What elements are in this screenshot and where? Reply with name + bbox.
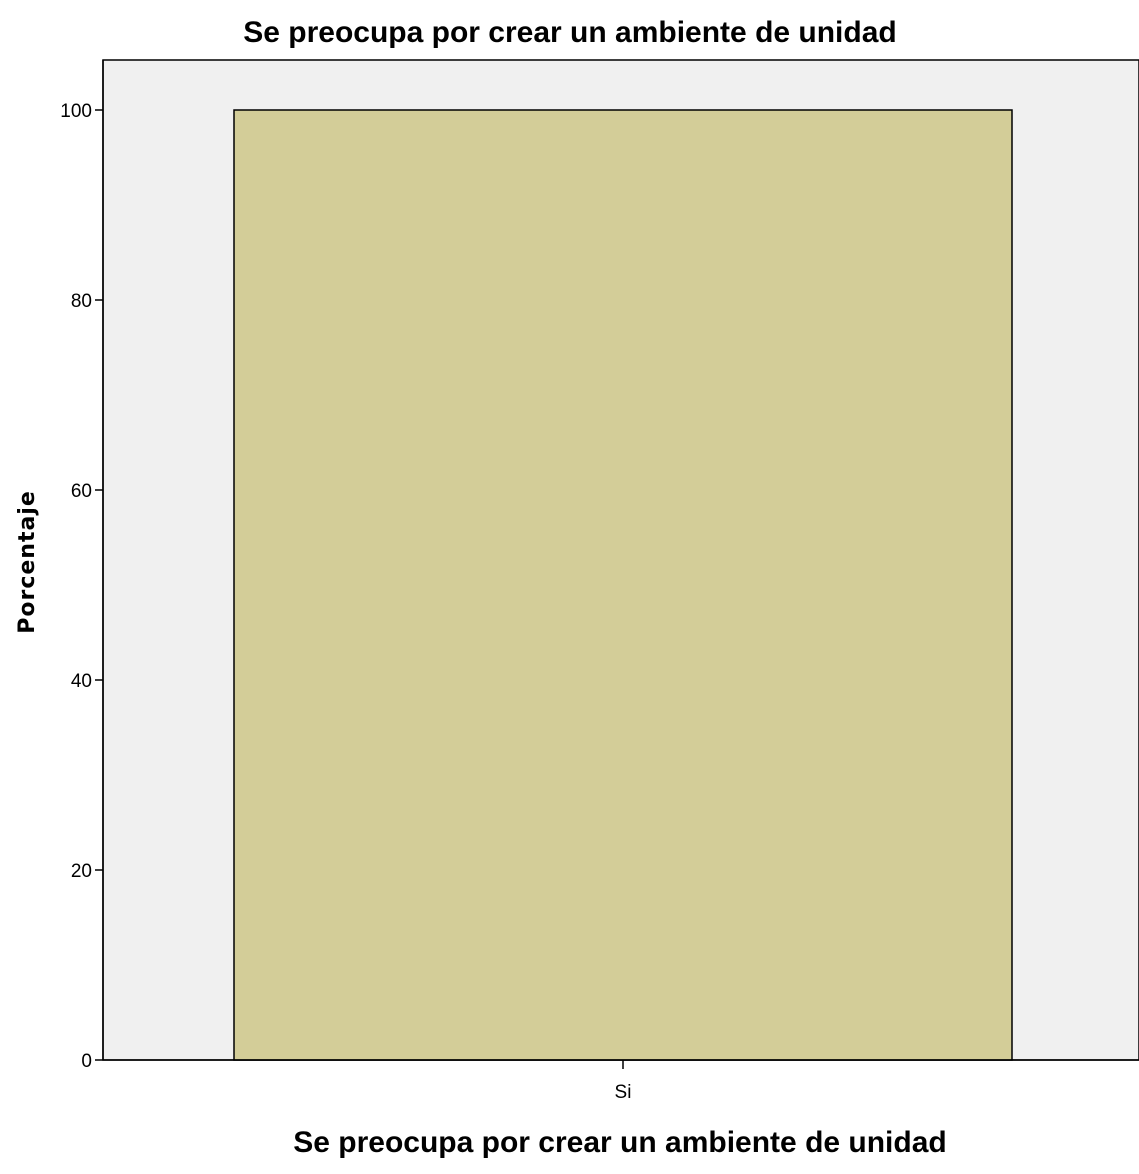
x-ticks-group: Si (615, 1060, 632, 1103)
x-axis-label: Se preocupa por crear un ambiente de uni… (293, 1126, 946, 1159)
y-tick-label-40: 40 (71, 671, 92, 692)
bars-group (233, 109, 1013, 1061)
y-tick-label-60: 60 (71, 481, 92, 502)
y-axis-label: Porcentaje (15, 490, 40, 634)
y-tick-label-0: 0 (81, 1051, 92, 1072)
bar-si (233, 109, 1013, 1061)
y-tick-label-20: 20 (71, 861, 92, 882)
chart-title: Se preocupa por crear un ambiente de uni… (243, 16, 896, 49)
x-tick-label-si: Si (615, 1082, 632, 1103)
y-tick-label-80: 80 (71, 291, 92, 312)
y-tick-label-100: 100 (60, 101, 92, 122)
y-ticks-group: 0 20 40 60 80 100 (60, 101, 103, 1072)
